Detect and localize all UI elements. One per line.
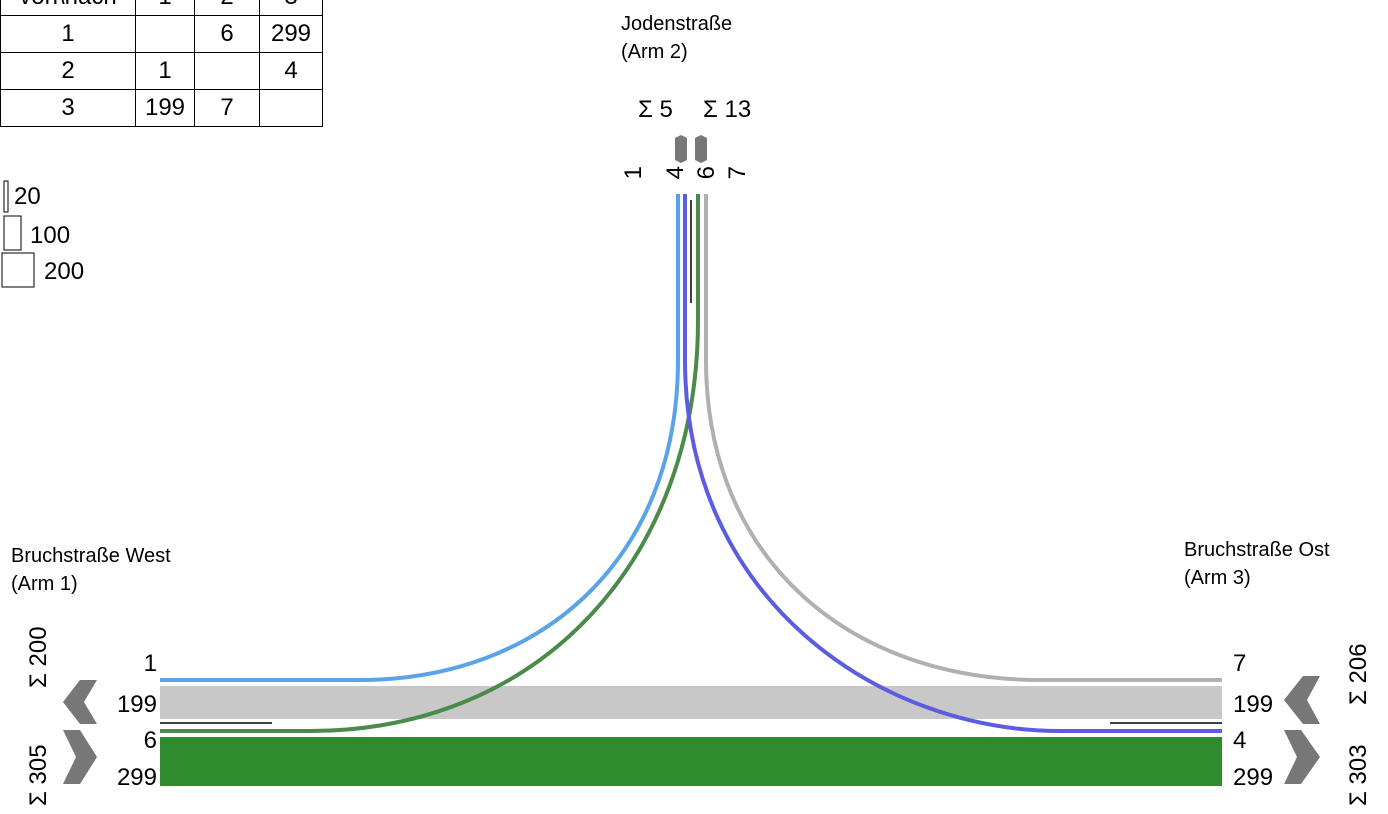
- lane-label-west: 1: [144, 650, 157, 677]
- flow-band-1-to-3: [160, 737, 1222, 786]
- legend-box-20: [3, 180, 9, 213]
- legend: 20 100 200: [1, 180, 84, 288]
- arrow-out-west: [63, 730, 97, 784]
- flow-band-3-to-1: [160, 686, 1222, 719]
- lane-label-west: 6: [144, 727, 157, 754]
- sum-in-east: Σ 206: [1345, 643, 1372, 705]
- arm-name-east: Bruchstraße Ost: [1184, 539, 1330, 561]
- arm-number-west: (Arm 1): [11, 573, 78, 595]
- matrix-cell: 299: [259, 15, 323, 53]
- arrow-in-east: [1284, 676, 1320, 724]
- matrix-cell: 4: [259, 52, 323, 90]
- legend-label: 100: [30, 222, 70, 249]
- flow-curves: [160, 194, 1222, 733]
- lane-label-north: 7: [724, 166, 751, 179]
- flow-line-3-to-2: [704, 194, 1222, 682]
- arrow-in-west: [63, 680, 97, 724]
- arm-number-east: (Arm 3): [1184, 567, 1251, 589]
- matrix-cell: [194, 52, 260, 90]
- flow-line-1-to-2: [160, 194, 700, 733]
- lane-label-east: 299: [1233, 764, 1273, 791]
- arm-number-north: (Arm 2): [621, 41, 688, 63]
- lane-label-west: 199: [117, 691, 157, 718]
- lane-label-north: 6: [693, 166, 720, 179]
- sum-in-west: Σ 200: [25, 626, 52, 688]
- legend-label: 200: [44, 258, 84, 285]
- matrix-row: 2 1 4: [0, 52, 323, 90]
- legend-box-100: [3, 215, 22, 251]
- arm-name-west: Bruchstraße West: [11, 545, 171, 567]
- lane-label-north: 4: [662, 166, 689, 179]
- legend-label: 20: [14, 183, 41, 210]
- matrix-cell: [259, 89, 323, 127]
- matrix-cell: 2: [0, 52, 136, 90]
- matrix-cell: 1: [135, 52, 195, 90]
- sum-out-north: Σ 13: [703, 96, 751, 123]
- matrix-cell: [135, 15, 195, 53]
- lane-label-north: 1: [620, 166, 647, 179]
- matrix-row: 1 6 299: [0, 15, 323, 53]
- legend-box-200: [1, 252, 35, 288]
- matrix-cell: 199: [135, 89, 195, 127]
- flow-line-2-to-3: [683, 194, 1222, 733]
- arm-name-north: Jodenstraße: [621, 13, 732, 35]
- flow-line-2-to-1: [160, 194, 680, 682]
- arrow-out-north: [695, 135, 707, 163]
- od-matrix: von\nach 1 2 3 1 6 299 2 1 4 3 199 7: [0, 0, 323, 127]
- sum-out-east: Σ 303: [1345, 744, 1372, 806]
- lane-label-east: 4: [1233, 727, 1246, 754]
- lane-label-east: 199: [1233, 691, 1273, 718]
- sum-in-north: Σ 5: [638, 96, 673, 123]
- sum-out-west: Σ 305: [25, 744, 52, 806]
- arrow-out-east: [1284, 730, 1320, 784]
- matrix-header-row: von\nach 1 2 3: [0, 0, 323, 16]
- arrow-in-north: [675, 135, 687, 163]
- lane-label-east: 7: [1233, 650, 1246, 677]
- matrix-cell: 3: [0, 89, 136, 127]
- lane-label-west: 299: [117, 764, 157, 791]
- matrix-row: 3 199 7: [0, 89, 323, 127]
- matrix-cell: 7: [194, 89, 260, 127]
